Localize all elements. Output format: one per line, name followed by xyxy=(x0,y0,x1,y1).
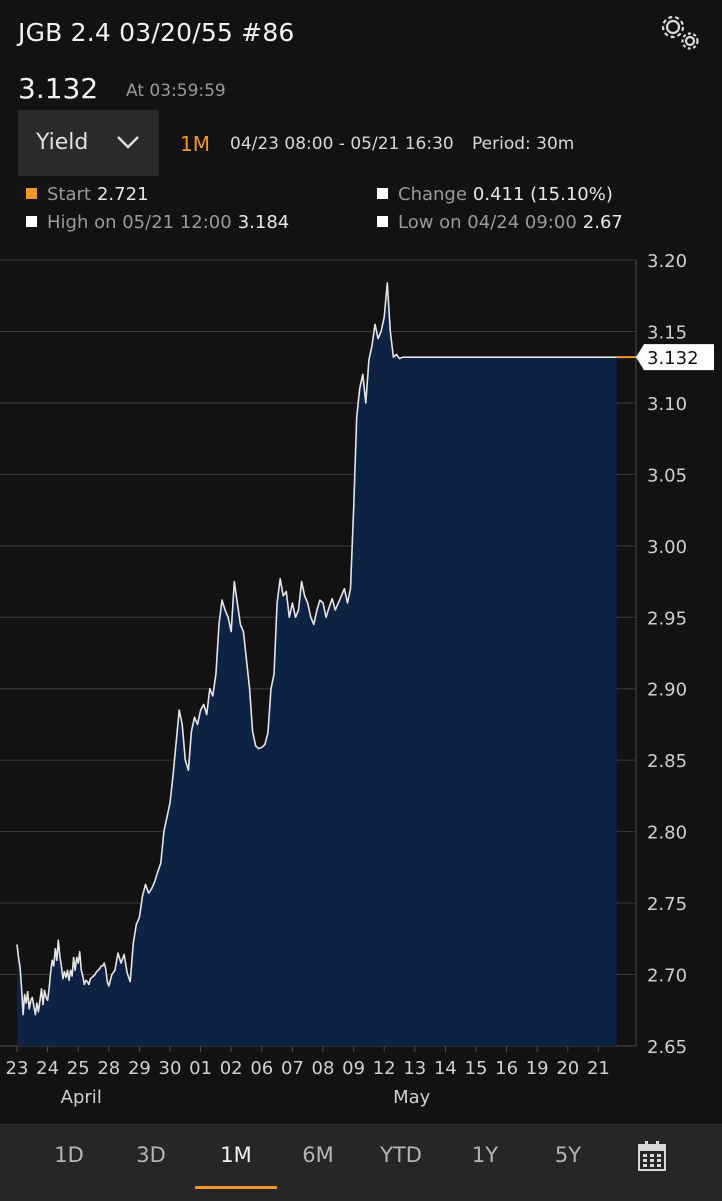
selector-label: Yield xyxy=(36,130,89,155)
tab-1d[interactable]: 1D xyxy=(54,1143,84,1167)
y-tick-label: 3.00 xyxy=(647,537,687,558)
date-range: 04/23 08:00 - 05/21 16:30 xyxy=(230,134,454,154)
x-tick-label: 30 xyxy=(159,1058,182,1079)
y-tick-label: 3.05 xyxy=(647,465,687,486)
stat-change-value: 0.411 (15.10%) xyxy=(472,184,613,205)
tab-ytd[interactable]: YTD xyxy=(380,1143,422,1167)
x-tick-label: 07 xyxy=(281,1058,304,1079)
stat-high: High on 05/21 12:00 3.184 xyxy=(26,212,289,233)
stat-start: Start 2.721 xyxy=(26,184,149,205)
stat-start-label: Start xyxy=(47,184,91,205)
y-tick-label: 2.75 xyxy=(647,894,687,915)
x-tick-label: 12 xyxy=(373,1058,396,1079)
month-label: April xyxy=(61,1087,102,1108)
y-tick-label: 3.20 xyxy=(647,251,687,272)
stat-low-label: Low on 04/24 09:00 xyxy=(398,212,577,233)
x-tick-label: 01 xyxy=(189,1058,212,1079)
x-tick-label: 09 xyxy=(342,1058,365,1079)
settings-gears-icon[interactable] xyxy=(656,12,704,54)
y-tick-label: 2.90 xyxy=(647,680,687,701)
x-tick-label: 24 xyxy=(36,1058,59,1079)
stat-high-label: High on 05/21 12:00 xyxy=(47,212,232,233)
x-tick-label: 08 xyxy=(312,1058,335,1079)
start-legend-square xyxy=(26,188,37,199)
low-legend-square xyxy=(377,216,388,227)
x-tick-label: 25 xyxy=(67,1058,90,1079)
x-tick-label: 16 xyxy=(495,1058,518,1079)
active-tab-indicator xyxy=(195,1186,277,1189)
last-price: 3.132 xyxy=(18,72,99,105)
series-area xyxy=(17,282,617,1046)
x-tick-label: 15 xyxy=(465,1058,488,1079)
range-indicator[interactable]: 1M xyxy=(180,132,210,156)
month-label: May xyxy=(393,1087,431,1108)
chevron-down-icon xyxy=(117,136,139,149)
price-timestamp: At 03:59:59 xyxy=(126,81,226,101)
x-tick-label: 14 xyxy=(434,1058,457,1079)
y-tick-label: 3.10 xyxy=(647,394,687,415)
x-tick-label: 20 xyxy=(556,1058,579,1079)
last-value-label: 3.132 xyxy=(647,348,699,369)
yield-chart[interactable]: 3.20 3.15 3.10 3.05 3.00 2.95 2.90 2.85 2.80 2.75… xyxy=(0,240,722,1124)
series-line xyxy=(16,282,617,1016)
x-tick-label: 06 xyxy=(250,1058,273,1079)
stat-low-value: 2.67 xyxy=(582,212,623,233)
stat-low: Low on 04/24 09:00 2.67 xyxy=(377,212,623,233)
stat-start-value: 2.721 xyxy=(96,184,149,205)
x-tick-label: 19 xyxy=(526,1058,549,1079)
high-legend-square xyxy=(26,216,37,227)
x-tick-label: 28 xyxy=(97,1058,120,1079)
change-legend-square xyxy=(377,188,388,199)
stat-high-value: 3.184 xyxy=(237,212,290,233)
x-tick-label: 23 xyxy=(6,1058,29,1079)
tab-6m[interactable]: 6M xyxy=(302,1143,334,1167)
tab-1y[interactable]: 1Y xyxy=(471,1143,499,1167)
y-tick-label: 2.80 xyxy=(647,823,687,844)
stat-change: Change 0.411 (15.10%) xyxy=(377,184,613,205)
yield-selector-dropdown[interactable]: Yield xyxy=(18,110,159,176)
calendar-icon[interactable] xyxy=(637,1140,667,1172)
stat-change-label: Change xyxy=(398,184,467,205)
x-tick-label: 29 xyxy=(128,1058,151,1079)
timeframe-tab-bar: 1D 3D 1M 6M YTD 1Y 5Y xyxy=(0,1124,722,1201)
x-tick-label: 02 xyxy=(220,1058,243,1079)
x-tick-label: 21 xyxy=(587,1058,610,1079)
y-tick-label: 2.95 xyxy=(647,608,687,629)
tab-3d[interactable]: 3D xyxy=(136,1143,166,1167)
instrument-title: JGB 2.4 03/20/55 #86 xyxy=(18,18,295,47)
y-tick-label: 2.85 xyxy=(647,751,687,772)
y-tick-label: 3.15 xyxy=(647,322,687,343)
period-label: Period: 30m xyxy=(472,134,575,154)
x-tick-label: 13 xyxy=(403,1058,426,1079)
y-tick-label: 2.65 xyxy=(647,1037,687,1058)
last-value-badge xyxy=(636,344,714,371)
tab-1m[interactable]: 1M xyxy=(220,1143,252,1167)
tab-5y[interactable]: 5Y xyxy=(554,1143,582,1167)
y-tick-label: 2.70 xyxy=(647,966,687,987)
